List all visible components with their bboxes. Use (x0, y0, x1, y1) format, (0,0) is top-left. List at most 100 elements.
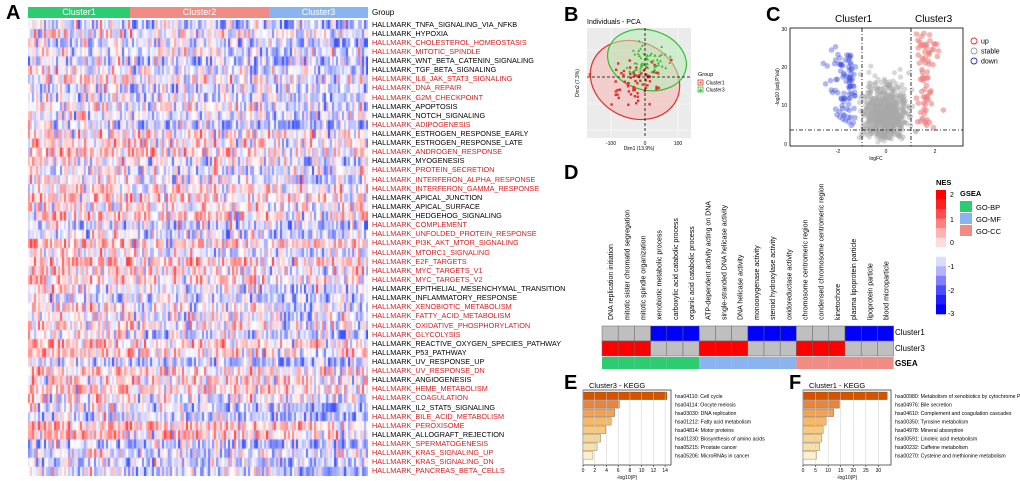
volcano-point-down (844, 52, 850, 58)
kegg-f-xtick: 0 (802, 468, 805, 474)
volcano-point-stable (880, 113, 887, 119)
nes-band (936, 190, 946, 200)
volcano-point-stable (908, 122, 914, 129)
volcano-point-stable (884, 103, 891, 109)
volcano-point-stable (875, 104, 881, 110)
volcano-point-stable (905, 111, 911, 118)
volcano-point-stable (879, 105, 886, 111)
kegg-f-category-label: hsa00980: Metabolism of xenobiotics by c… (895, 394, 1020, 400)
volcano-point-stable (883, 109, 889, 115)
volcano-point-stable (879, 102, 885, 109)
volcano-point-stable (895, 84, 901, 91)
pca-point-cluster3 (625, 66, 629, 69)
volcano-point-stable (891, 108, 897, 114)
gsea-cell-cluster1 (844, 325, 862, 342)
pathway-label: HALLMARK_DNA_REPAIR (372, 83, 462, 93)
pca-point-cluster1 (636, 95, 639, 98)
volcano-point-stable (866, 117, 872, 124)
volcano-point-stable (871, 98, 877, 105)
volcano-point-down (840, 116, 846, 122)
volcano-point-stable (900, 102, 906, 108)
volcano-point-stable (892, 117, 899, 124)
volcano-point-down (837, 68, 844, 74)
volcano-point-down (847, 114, 854, 121)
volcano-point-stable (865, 101, 872, 107)
volcano-point-down (847, 75, 853, 81)
volcano-point-stable (874, 112, 880, 119)
volcano-point-stable (883, 104, 890, 110)
pathway-label: HALLMARK_FATTY_ACID_METABOLISM (372, 311, 511, 321)
volcano-point-stable (889, 131, 895, 137)
volcano-point-stable (881, 116, 888, 122)
pathway-label: HALLMARK_UNFOLDED_PROTEIN_RESPONSE (372, 229, 537, 239)
volcano-point-down (846, 83, 852, 90)
volcano-point-stable (878, 90, 884, 96)
panel-letter-b: B (564, 4, 579, 26)
volcano-point-stable (869, 106, 875, 112)
kegg-f-xtick: 20 (851, 468, 857, 474)
volcano-point-stable (879, 100, 885, 107)
pca-point-cluster3 (664, 66, 668, 70)
volcano-point-up (940, 107, 947, 113)
volcano-point-stable (873, 129, 879, 135)
pca-point-cluster1 (636, 82, 639, 85)
volcano-point-stable (896, 93, 902, 99)
kegg-f-xlabel: -log10(P) (837, 475, 858, 481)
gsea-legend-mf: GO-MF (976, 215, 1001, 224)
kegg-e-xtick: 4 (605, 468, 608, 474)
pathway-label: HALLMARK_MYC_TARGETS_V1 (372, 265, 483, 275)
pca-point-cluster1 (627, 90, 631, 93)
volcano-point-down (820, 60, 827, 67)
volcano-point-stable (883, 98, 889, 104)
pca-point-cluster1 (616, 88, 619, 92)
volcano-point-stable (902, 103, 908, 109)
kegg-f-category-label: hsa00232: Caffeine metabolism (895, 445, 968, 451)
volcano-point-stable (875, 117, 881, 123)
volcano-point-stable (876, 117, 882, 123)
volcano-point-stable (884, 121, 891, 127)
volcano-point-down (845, 118, 852, 125)
volcano-point-down (833, 76, 839, 83)
volcano-point-stable (888, 110, 894, 116)
volcano-point-down (846, 107, 853, 114)
gsea-cell-category (764, 357, 781, 369)
volcano-point-stable (886, 82, 893, 88)
nes-colorbar-bands (936, 190, 946, 315)
volcano-point-down (840, 112, 847, 118)
volcano-point-stable (870, 105, 876, 111)
volcano-point-stable (880, 109, 886, 115)
gsea-cell-cluster3 (715, 340, 732, 357)
volcano-point-stable (878, 106, 885, 112)
volcano-point-stable (873, 109, 879, 116)
gsea-cell-cluster1 (763, 325, 781, 342)
volcano-point-down (846, 85, 853, 92)
volcano-point-stable (876, 129, 882, 135)
volcano-point-stable (882, 90, 888, 96)
volcano-point-stable (881, 108, 887, 114)
pca-point-cluster3 (649, 52, 653, 55)
volcano-point-stable (879, 115, 885, 122)
gsea-cell-cluster3 (779, 340, 797, 357)
volcano-point-stable (889, 116, 895, 122)
pca-point-cluster1 (653, 63, 656, 67)
volcano-point-down (831, 60, 838, 67)
nes-band (936, 237, 946, 248)
pathway-label: HALLMARK_OXIDATIVE_PHOSPHORYLATION (372, 320, 531, 330)
nes-band (936, 199, 946, 210)
volcano-point-stable (875, 92, 881, 99)
volcano-point-stable (902, 97, 909, 104)
gsea-term-label: steroid hydroxylase activity (770, 236, 777, 320)
volcano-point-stable (892, 119, 898, 126)
volcano-point-down (851, 89, 858, 95)
volcano-point-stable (869, 121, 875, 127)
volcano-point-stable (885, 121, 891, 128)
pathway-label: HALLMARK_XENOBIOTIC_METABOLISM (372, 302, 512, 312)
kegg-f-category-label: hsa00350: Tyrosine metabolism (895, 420, 968, 426)
volcano-point-stable (882, 129, 888, 135)
volcano-point-stable (887, 79, 893, 85)
volcano-point-stable (881, 133, 887, 139)
volcano-point-stable (879, 125, 885, 131)
volcano-point-down (847, 59, 854, 66)
volcano-point-stable (879, 130, 886, 136)
volcano-point-stable (888, 91, 894, 97)
